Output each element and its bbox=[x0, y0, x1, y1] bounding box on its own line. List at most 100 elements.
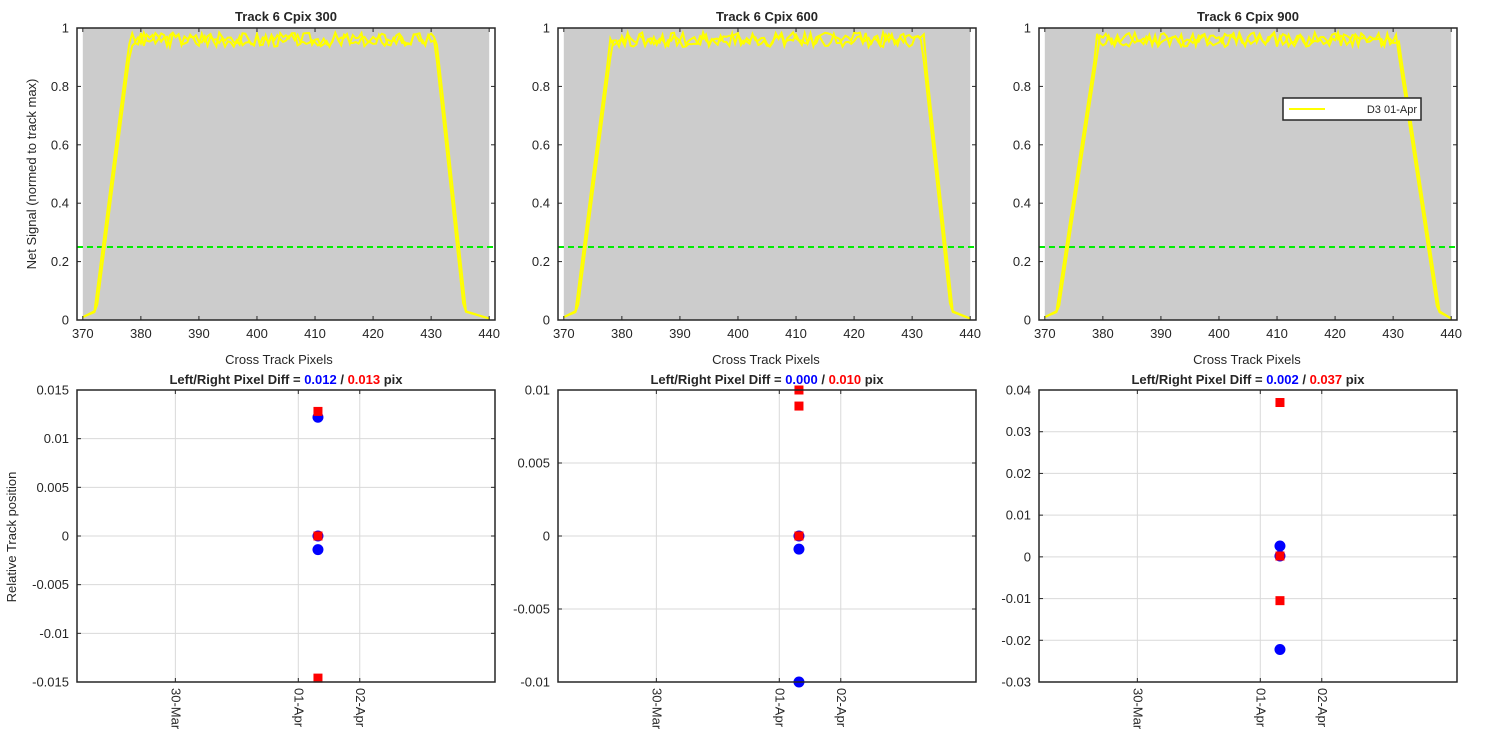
right-point bbox=[313, 673, 323, 683]
y-tick-label: 1 bbox=[1024, 21, 1031, 36]
x-tick-label: 390 bbox=[188, 326, 210, 341]
y-tick-label: -0.005 bbox=[32, 577, 69, 592]
y-tick-label: 0 bbox=[62, 529, 69, 544]
diff-panel-cpix-300: Left/Right Pixel Diff = 0.012 / 0.013 pi… bbox=[32, 372, 496, 730]
title-part: pix bbox=[1342, 372, 1365, 387]
y-tick-label: 0.03 bbox=[1006, 424, 1031, 439]
x-tick-label: 430 bbox=[1382, 326, 1404, 341]
axes-frame bbox=[1038, 389, 1458, 683]
y-tick-label: 0.2 bbox=[1013, 254, 1031, 269]
y-tick-label: -0.01 bbox=[1001, 591, 1031, 606]
signal-line-2 bbox=[1044, 29, 1452, 320]
left-point bbox=[312, 544, 324, 556]
shaded-region bbox=[563, 28, 971, 320]
y-tick-label: 0 bbox=[1024, 313, 1031, 328]
panel-title: Track 6 Cpix 600 bbox=[716, 9, 818, 24]
x-tick-label: 370 bbox=[1034, 326, 1056, 341]
x-tick-label: 02-Apr bbox=[1315, 688, 1330, 728]
x-tick-label: 440 bbox=[1440, 326, 1462, 341]
right-point bbox=[313, 406, 323, 416]
y-tick-label: 0 bbox=[543, 313, 550, 328]
x-tick-label: 30-Mar bbox=[649, 688, 664, 730]
x-tick-label: 400 bbox=[246, 326, 268, 341]
left-diff-value: 0.000 bbox=[785, 372, 818, 387]
x-tick-label: 01-Apr bbox=[291, 688, 306, 728]
signal-line-2 bbox=[82, 30, 490, 320]
y-tick-label: 0.8 bbox=[532, 79, 550, 94]
x-tick-label: 380 bbox=[1092, 326, 1114, 341]
top-y-axis-label: Net Signal (normed to track max) bbox=[24, 79, 39, 270]
left-point bbox=[1274, 540, 1286, 552]
y-tick-label: 0.005 bbox=[36, 480, 69, 495]
y-tick-label: 0.015 bbox=[36, 383, 69, 398]
title-part: Left/Right Pixel Diff = bbox=[650, 372, 785, 387]
y-tick-label: 0.8 bbox=[51, 79, 69, 94]
x-tick-label: 02-Apr bbox=[353, 688, 368, 728]
panel-title: Left/Right Pixel Diff = 0.002 / 0.037 pi… bbox=[1131, 372, 1365, 387]
x-tick-label: 410 bbox=[1266, 326, 1288, 341]
y-tick-label: -0.01 bbox=[520, 675, 550, 690]
y-tick-label: -0.005 bbox=[513, 602, 550, 617]
y-tick-label: 0.4 bbox=[51, 196, 69, 211]
y-tick-label: 0.4 bbox=[1013, 196, 1031, 211]
axes-frame bbox=[76, 27, 496, 321]
y-tick-label: 0.6 bbox=[51, 137, 69, 152]
legend-box bbox=[1282, 97, 1422, 121]
x-tick-label: 30-Mar bbox=[1130, 688, 1145, 730]
y-tick-label: 0 bbox=[543, 529, 550, 544]
y-tick-label: 0.6 bbox=[1013, 137, 1031, 152]
title-part: Left/Right Pixel Diff = bbox=[169, 372, 304, 387]
panel-title: Left/Right Pixel Diff = 0.012 / 0.013 pi… bbox=[169, 372, 403, 387]
y-tick-label: 0.01 bbox=[44, 431, 69, 446]
shaded-region bbox=[1044, 28, 1452, 320]
y-tick-label: 0.04 bbox=[1006, 383, 1031, 398]
x-tick-label: 02-Apr bbox=[834, 688, 849, 728]
x-tick-label: 420 bbox=[362, 326, 384, 341]
x-tick-label: 380 bbox=[130, 326, 152, 341]
x-axis-label-cpix-600: Cross Track Pixels bbox=[712, 352, 820, 367]
left-point bbox=[1274, 643, 1286, 655]
x-tick-label: 440 bbox=[959, 326, 981, 341]
x-tick-label: 370 bbox=[72, 326, 94, 341]
y-tick-label: 0.2 bbox=[532, 254, 550, 269]
x-tick-label: 430 bbox=[420, 326, 442, 341]
y-tick-label: 1 bbox=[543, 21, 550, 36]
y-tick-label: 0.8 bbox=[1013, 79, 1031, 94]
y-tick-label: 0.005 bbox=[517, 456, 550, 471]
title-part: / bbox=[337, 372, 348, 387]
right-point bbox=[794, 531, 804, 541]
signal-panel-cpix-900: D3 01-Apr Track 6 Cpix 900 0 0.2 0.4 0.6 0.8 1 3… bbox=[1013, 9, 1462, 341]
axes-frame bbox=[1038, 27, 1458, 321]
axes-frame bbox=[557, 27, 977, 321]
signal-panel-cpix-300: Track 6 Cpix 300 0 0.2 0.4 0.6 0.8 1 370 380 390 4… bbox=[51, 9, 500, 341]
signal-line-1 bbox=[563, 28, 971, 320]
diff-panel-cpix-600: Left/Right Pixel Diff = 0.000 / 0.010 pi… bbox=[513, 372, 977, 730]
title-part: / bbox=[1299, 372, 1310, 387]
x-tick-label: 370 bbox=[553, 326, 575, 341]
left-diff-value: 0.012 bbox=[304, 372, 337, 387]
y-tick-label: 0.01 bbox=[1006, 508, 1031, 523]
y-tick-label: 0.01 bbox=[525, 383, 550, 398]
left-diff-value: 0.002 bbox=[1266, 372, 1299, 387]
x-tick-label: 420 bbox=[1324, 326, 1346, 341]
panel-title: Left/Right Pixel Diff = 0.000 / 0.010 pi… bbox=[650, 372, 884, 387]
x-tick-label: 410 bbox=[785, 326, 807, 341]
bottom-y-axis-label: Relative Track position bbox=[4, 472, 19, 603]
title-part: pix bbox=[380, 372, 403, 387]
x-tick-label: 01-Apr bbox=[1253, 688, 1268, 728]
legend: D3 01-Apr bbox=[1282, 97, 1422, 121]
right-point bbox=[1275, 398, 1285, 408]
x-tick-label: 400 bbox=[1208, 326, 1230, 341]
y-tick-label: 0.4 bbox=[532, 196, 550, 211]
x-tick-label: 390 bbox=[669, 326, 691, 341]
right-point bbox=[313, 531, 323, 541]
y-tick-label: -0.02 bbox=[1001, 633, 1031, 648]
right-point bbox=[1275, 551, 1285, 561]
shaded-region bbox=[82, 28, 490, 320]
x-tick-label: 380 bbox=[611, 326, 633, 341]
x-axis-label-cpix-900: Cross Track Pixels bbox=[1193, 352, 1301, 367]
y-tick-label: 0.02 bbox=[1006, 466, 1031, 481]
y-tick-label: 1 bbox=[62, 21, 69, 36]
y-tick-label: 0.2 bbox=[51, 254, 69, 269]
